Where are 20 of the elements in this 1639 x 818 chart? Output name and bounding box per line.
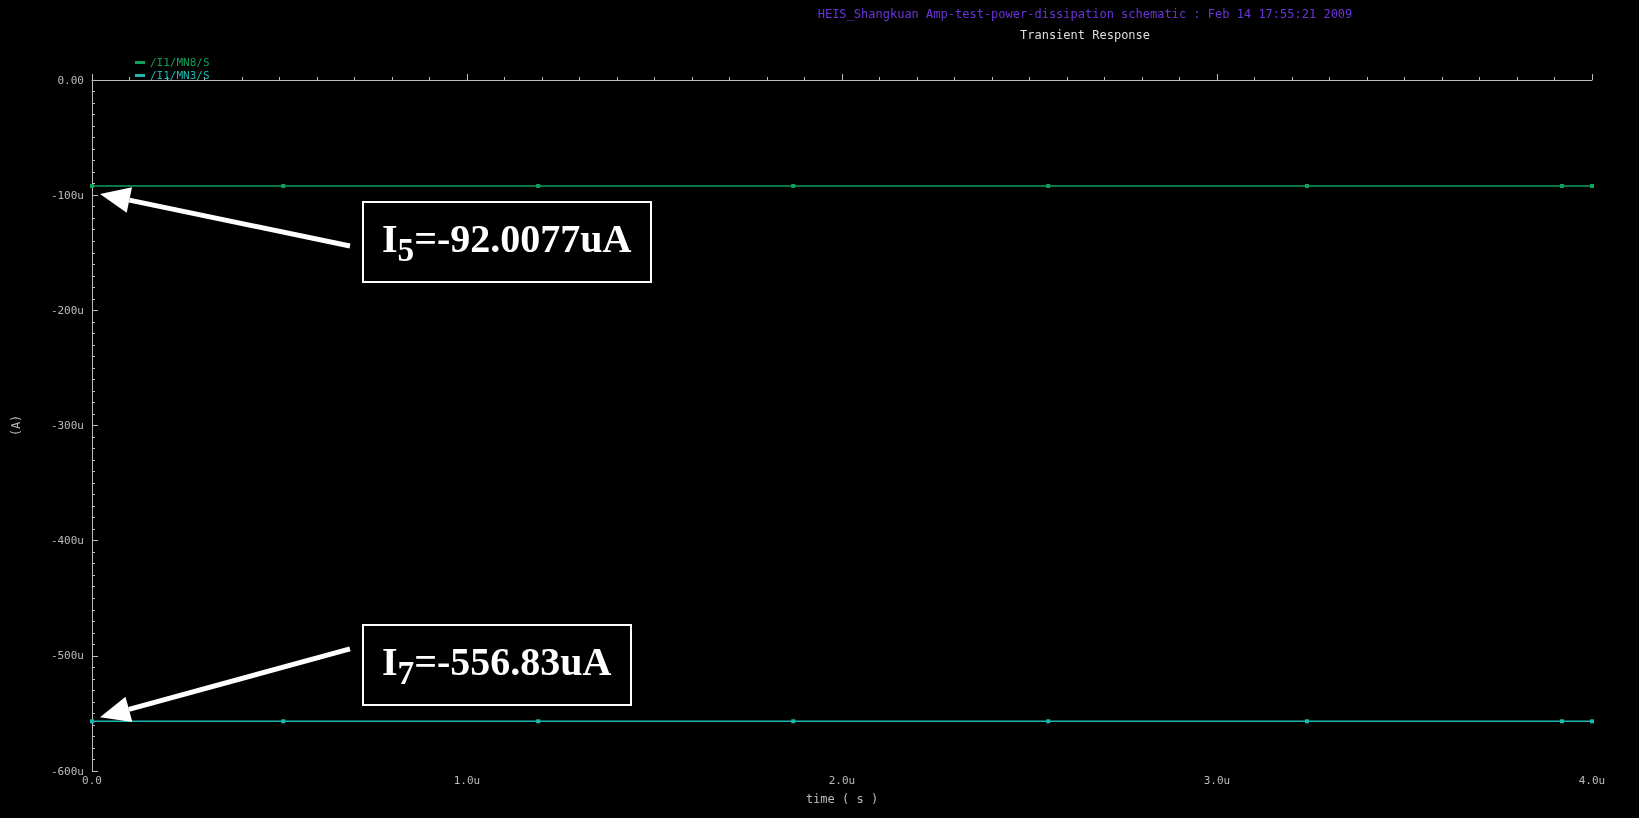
x-axis-title: time ( s ) — [805, 792, 879, 806]
x-tick-label: 0.0 — [82, 774, 102, 787]
x-tick-label: 1.0u — [453, 774, 481, 787]
y-tick-label: -500u — [50, 649, 84, 663]
y-tick-label: -600u — [50, 764, 84, 778]
y-tick-label: -400u — [50, 534, 84, 548]
chart-title: Transient Response — [1019, 28, 1151, 42]
y-tick-label: -100u — [50, 188, 84, 202]
annotation: I$_{5}$=-92.0077uA — [362, 200, 652, 283]
x-tick-label: 3.0u — [1203, 774, 1231, 787]
x-tick-label: 2.0u — [828, 774, 856, 787]
annotation: I$_{7}$=-556.83uA — [362, 624, 632, 707]
chart-subtitle: HEIS_Shangkuan Amp-test-power-dissipation schematic : Feb 14 17:55:21 2009 — [817, 7, 1353, 21]
legend-label: /I1/MN8/S — [150, 56, 210, 69]
legend-label: /I1/MN3/S — [150, 69, 210, 82]
y-axis-title: (A) — [9, 414, 23, 437]
y-tick-label: -300u — [50, 419, 84, 432]
y-tick-label: 0.00 — [57, 73, 84, 87]
x-tick-label: 4.0u — [1578, 774, 1606, 787]
y-tick-label: -200u — [50, 303, 84, 317]
